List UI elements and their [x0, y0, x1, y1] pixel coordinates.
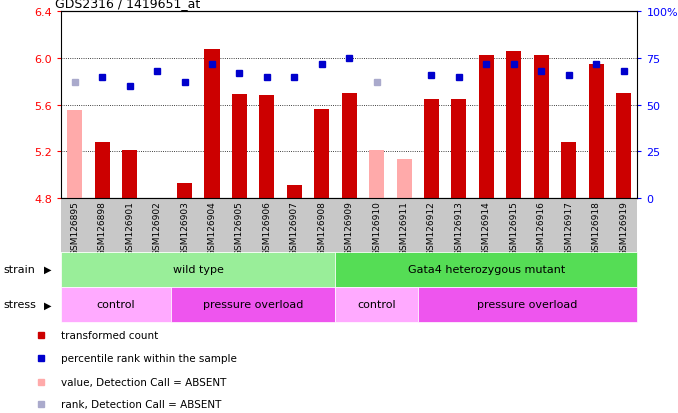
Text: ▶: ▶ — [44, 299, 52, 310]
Text: GSM126904: GSM126904 — [207, 201, 216, 256]
Text: GSM126914: GSM126914 — [482, 201, 491, 256]
Text: GSM126916: GSM126916 — [537, 201, 546, 256]
Text: control: control — [96, 299, 135, 310]
Bar — [67, 111, 82, 198]
Bar — [479, 55, 494, 198]
Bar — [122, 151, 137, 198]
Text: GSM126901: GSM126901 — [125, 201, 134, 256]
Bar — [616, 94, 631, 198]
Text: stress: stress — [3, 299, 36, 310]
Bar — [287, 185, 302, 198]
Bar — [95, 142, 110, 198]
Text: GDS2316 / 1419651_at: GDS2316 / 1419651_at — [55, 0, 201, 10]
Text: percentile rank within the sample: percentile rank within the sample — [61, 354, 237, 363]
Text: GSM126898: GSM126898 — [98, 201, 106, 256]
Bar — [424, 100, 439, 198]
Text: GSM126909: GSM126909 — [344, 201, 354, 256]
Bar — [418, 287, 637, 322]
Text: GSM126910: GSM126910 — [372, 201, 381, 256]
Bar — [336, 287, 418, 322]
Bar — [232, 95, 247, 198]
Text: wild type: wild type — [173, 264, 224, 275]
Text: GSM126912: GSM126912 — [427, 201, 436, 256]
Bar — [534, 55, 549, 198]
Bar — [177, 183, 192, 198]
Bar — [259, 96, 275, 198]
Text: GSM126906: GSM126906 — [262, 201, 271, 256]
Text: GSM126902: GSM126902 — [153, 201, 161, 256]
Bar — [452, 100, 466, 198]
Bar — [61, 252, 336, 287]
Text: Gata4 heterozygous mutant: Gata4 heterozygous mutant — [407, 264, 565, 275]
Bar — [204, 50, 220, 198]
Bar — [342, 94, 357, 198]
Bar — [171, 287, 336, 322]
Text: control: control — [357, 299, 396, 310]
Text: GSM126919: GSM126919 — [619, 201, 628, 256]
Bar — [506, 52, 521, 198]
Bar — [589, 65, 603, 198]
Text: GSM126895: GSM126895 — [71, 201, 79, 256]
Text: pressure overload: pressure overload — [203, 299, 303, 310]
Bar — [561, 142, 576, 198]
Text: rank, Detection Call = ABSENT: rank, Detection Call = ABSENT — [61, 399, 222, 409]
Text: GSM126903: GSM126903 — [180, 201, 189, 256]
Text: GSM126907: GSM126907 — [290, 201, 299, 256]
Bar — [314, 110, 330, 198]
Bar — [61, 287, 171, 322]
Text: GSM126913: GSM126913 — [454, 201, 464, 256]
Text: GSM126915: GSM126915 — [509, 201, 518, 256]
Text: GSM126908: GSM126908 — [317, 201, 326, 256]
Text: value, Detection Call = ABSENT: value, Detection Call = ABSENT — [61, 377, 226, 387]
Bar — [336, 252, 637, 287]
Text: transformed count: transformed count — [61, 330, 158, 340]
Text: GSM126917: GSM126917 — [564, 201, 573, 256]
Bar — [397, 160, 412, 198]
Text: ▶: ▶ — [44, 264, 52, 275]
Text: GSM126918: GSM126918 — [592, 201, 601, 256]
Text: GSM126905: GSM126905 — [235, 201, 244, 256]
Text: pressure overload: pressure overload — [477, 299, 578, 310]
Bar — [369, 151, 384, 198]
Text: strain: strain — [3, 264, 35, 275]
Text: GSM126911: GSM126911 — [399, 201, 409, 256]
